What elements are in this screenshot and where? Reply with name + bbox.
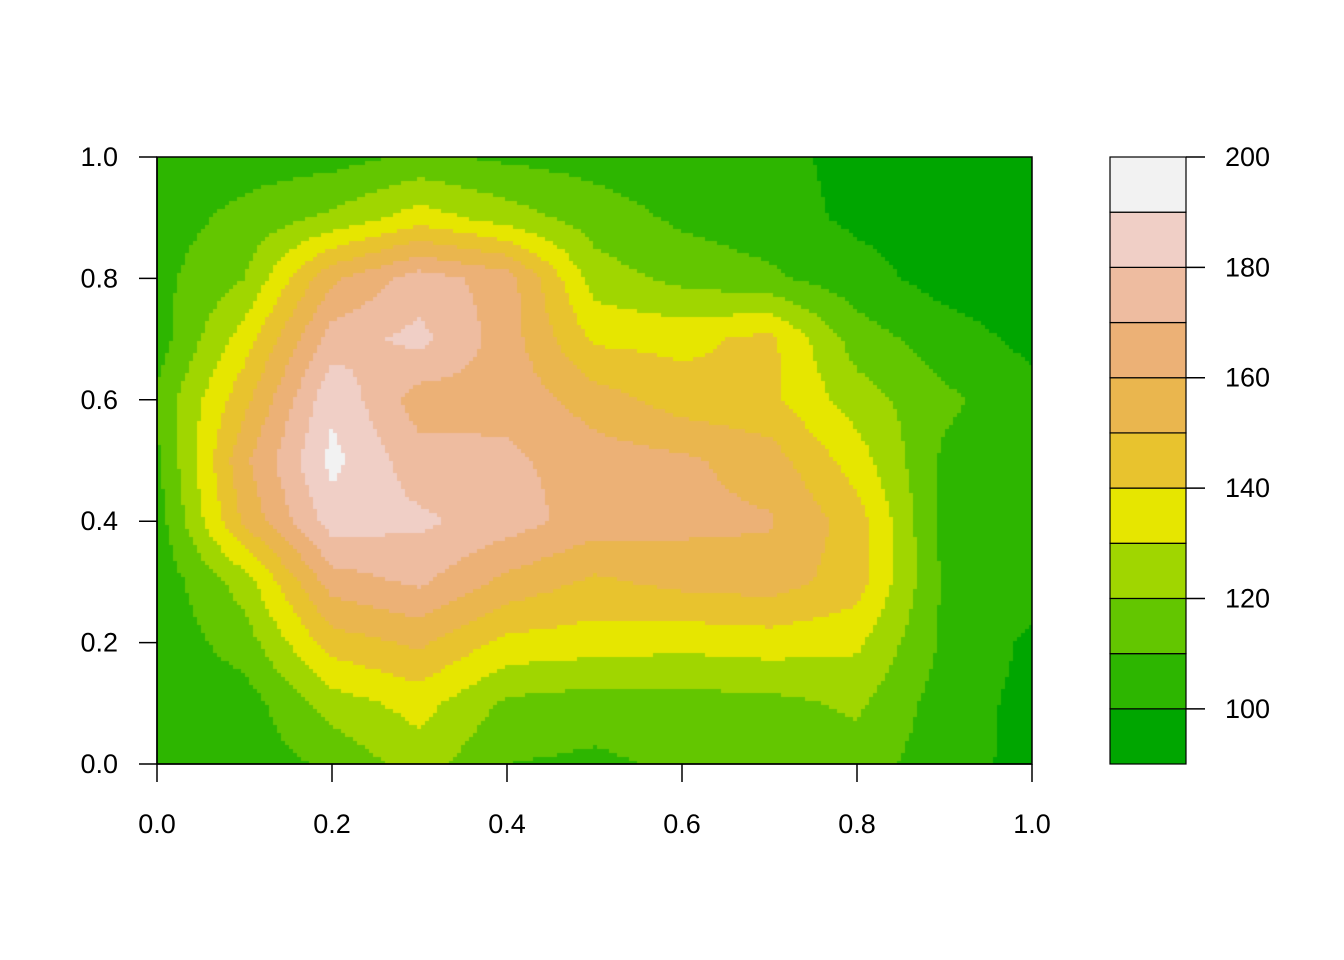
legend-band	[1109, 211, 1187, 268]
legend-band	[1109, 708, 1187, 765]
x-tick-label: 0.2	[313, 809, 351, 839]
legend-band	[1109, 432, 1187, 489]
legend-band	[1109, 321, 1187, 379]
legend-tick-label: 120	[1225, 583, 1270, 613]
plot-frame	[156, 156, 1033, 765]
y-tick-label: 0.0	[80, 749, 118, 779]
legend-band	[1109, 542, 1187, 600]
x-tick-label: 0.6	[663, 809, 701, 839]
color-legend: 100 120 140 160 180 200	[1109, 142, 1270, 765]
contour-fill	[157, 157, 1032, 764]
y-tick-label: 0.8	[80, 263, 118, 293]
legend-tick-label: 160	[1225, 363, 1270, 393]
legend-band	[1109, 377, 1187, 434]
legend-band	[1109, 653, 1187, 710]
y-axis: 0.0 0.2 0.4 0.6 0.8 1.0	[80, 142, 158, 779]
x-tick-label: 0.8	[838, 809, 876, 839]
legend-tick-label: 100	[1225, 694, 1270, 724]
x-tick-label: 1.0	[1013, 809, 1051, 839]
y-tick-label: 0.4	[80, 506, 118, 536]
legend-band	[1109, 597, 1187, 655]
legend-band	[1109, 487, 1187, 544]
legend-band	[1109, 266, 1187, 324]
y-tick-label: 1.0	[80, 142, 118, 172]
legend-tick-label: 140	[1225, 473, 1270, 503]
y-tick-label: 0.2	[80, 628, 118, 658]
x-tick-label: 0.4	[488, 809, 526, 839]
legend-band	[1109, 156, 1187, 213]
x-axis: 0.0 0.2 0.4 0.6 0.8 1.0	[138, 763, 1051, 839]
x-tick-label: 0.0	[138, 809, 176, 839]
legend-tick-label: 180	[1225, 252, 1270, 282]
y-tick-label: 0.6	[80, 385, 118, 415]
legend-tick-label: 200	[1225, 142, 1270, 172]
